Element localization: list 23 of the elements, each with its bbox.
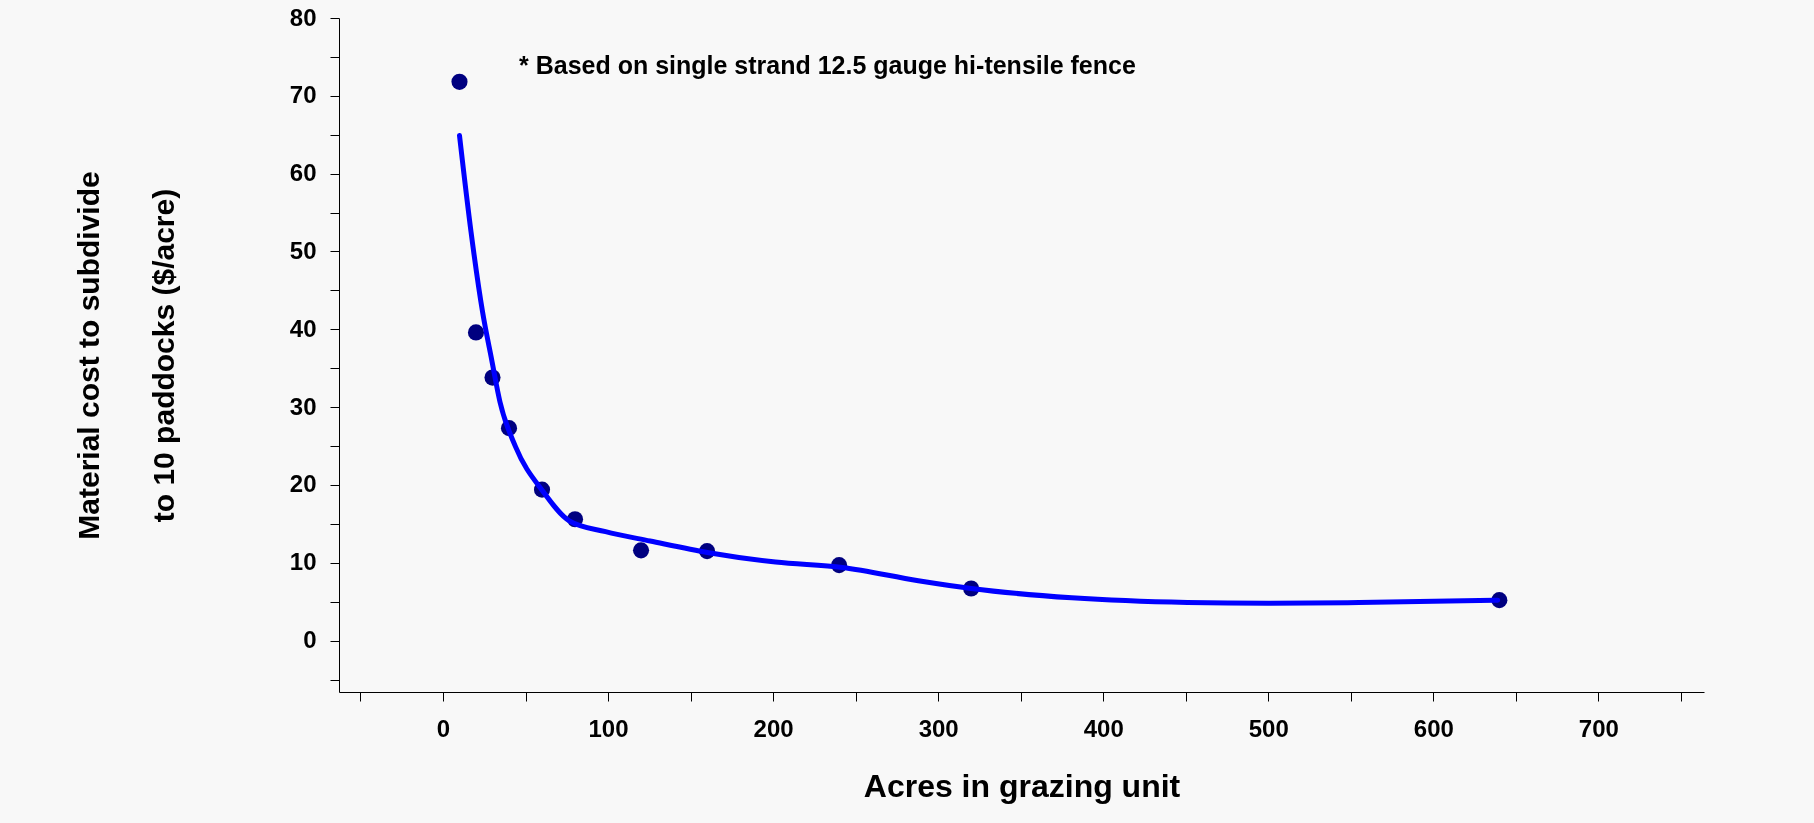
y-tick-label: 70 bbox=[289, 81, 317, 109]
y-tick-label: 0 bbox=[303, 626, 317, 654]
x-tick-label: 400 bbox=[1083, 714, 1124, 742]
x-tick-label: 700 bbox=[1578, 714, 1619, 742]
x-tick-label: 300 bbox=[918, 714, 959, 742]
x-tick-label: 500 bbox=[1248, 714, 1289, 742]
point bbox=[632, 542, 650, 559]
y-tick-label: 80 bbox=[289, 3, 317, 31]
y-tick-label: 10 bbox=[289, 548, 317, 576]
y-tick-label: 60 bbox=[289, 159, 317, 187]
x-tick-label: 200 bbox=[753, 714, 794, 742]
annotation: * Based on single strand 12.5 gauge hi-tensile fence bbox=[519, 51, 1136, 79]
y-tick-label: 30 bbox=[289, 392, 317, 420]
point bbox=[451, 73, 468, 90]
x-tick-label: 600 bbox=[1413, 714, 1454, 742]
y-tick-label: 20 bbox=[289, 470, 317, 498]
x-axis-title: Acres in grazing unit bbox=[863, 767, 1181, 804]
y-tick-label: 50 bbox=[289, 236, 317, 264]
y-tick-label: 40 bbox=[289, 314, 317, 342]
x-tick-label: 100 bbox=[588, 714, 629, 742]
point bbox=[467, 324, 485, 341]
x-tick-label: 0 bbox=[436, 714, 451, 742]
text: Material cost to subdivide to 10 paddocks ($/acre) bbox=[71, 171, 180, 540]
